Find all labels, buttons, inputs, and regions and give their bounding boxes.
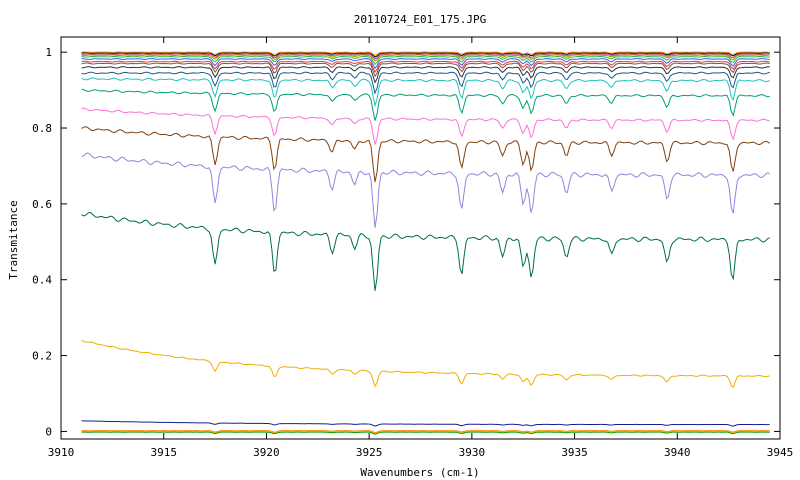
spectrum-series-line	[81, 58, 770, 70]
y-tick-label: 0	[45, 425, 52, 438]
x-tick-label: 3940	[664, 446, 691, 459]
y-axis-title: Transmitance	[7, 200, 20, 279]
spectrum-series-line	[81, 51, 770, 56]
spectrum-series-line	[81, 339, 770, 389]
spectrum-series-line	[81, 77, 770, 108]
series-layer	[81, 51, 771, 435]
x-tick-label: 3945	[767, 446, 794, 459]
x-tick-label: 3935	[561, 446, 588, 459]
spectrum-series-line	[81, 62, 770, 78]
spectrum-series-line	[81, 60, 770, 73]
y-tick-label: 0.2	[32, 350, 52, 363]
x-tick-label: 3915	[150, 446, 177, 459]
spectrum-series-line	[81, 52, 770, 58]
y-tick-label: 0.6	[32, 198, 52, 211]
spectrum-series-line	[81, 88, 770, 121]
x-tick-label: 3925	[356, 446, 383, 459]
spectrum-series-line	[81, 55, 770, 66]
spectrum-series-line	[81, 71, 770, 95]
x-tick-label: 3910	[48, 446, 75, 459]
y-tick-label: 0.8	[32, 122, 52, 135]
plot-frame	[60, 36, 781, 440]
y-axis: 0 0.2 0.4 0.6 0.8 1	[32, 46, 780, 438]
y-tick-label: 0.4	[32, 274, 52, 287]
spectrum-series-line	[81, 107, 770, 145]
spectrum-series-line	[81, 211, 770, 291]
spectrum-series-line	[81, 126, 771, 183]
spectrum-series-line	[81, 54, 770, 62]
spectrum-series-line	[81, 430, 770, 434]
spectrum-series-line	[81, 66, 770, 84]
spectrum-series-line	[81, 430, 770, 434]
spectrum-series-line	[81, 53, 770, 60]
x-axis-title: Wavenumbers (cm-1)	[360, 466, 479, 479]
chart-title: 20110724_E01_175.JPG	[354, 13, 486, 26]
x-tick-label: 3930	[459, 446, 486, 459]
spectrum-series-line	[81, 152, 770, 228]
spectrum-series-line	[81, 431, 770, 435]
x-tick-label: 3920	[253, 446, 280, 459]
x-axis: 3910 3915 3920 3925 3930 3935 3940 3945	[48, 37, 794, 459]
y-tick-label: 1	[45, 46, 52, 59]
spectrum-series-line	[81, 420, 770, 427]
